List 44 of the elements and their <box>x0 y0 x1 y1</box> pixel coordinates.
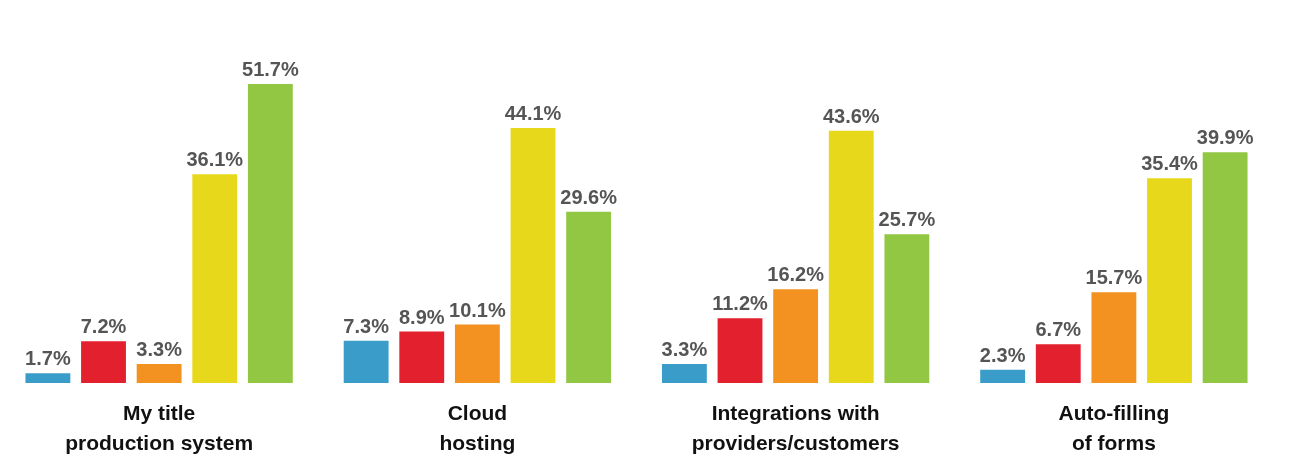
data-label: 35.4% <box>1141 152 1199 175</box>
bar <box>510 127 556 383</box>
data-label: 10.1% <box>449 298 506 321</box>
bar <box>980 369 1026 383</box>
data-label: 39.9% <box>1196 126 1254 149</box>
data-label: 36.1% <box>186 148 244 171</box>
data-label: 7.3% <box>343 314 390 337</box>
bar <box>25 373 71 383</box>
bar <box>1035 344 1081 383</box>
data-label: 44.1% <box>504 101 562 124</box>
x-tick-label: Auto-filling of forms <box>1058 400 1170 454</box>
bar <box>773 289 819 383</box>
x-tick-label: Cloud hosting <box>439 400 516 454</box>
bar <box>136 363 182 383</box>
bar <box>81 341 126 383</box>
data-label: 51.7% <box>242 58 299 80</box>
x-tick-label: My title production system <box>65 400 254 454</box>
data-label: 3.3% <box>661 337 708 360</box>
bar <box>399 331 445 383</box>
bar <box>343 340 389 383</box>
data-label: 2.3% <box>979 343 1026 366</box>
data-label: 29.6% <box>560 185 618 208</box>
data-label: 43.6% <box>822 104 880 127</box>
data-label: 6.7% <box>1035 318 1082 341</box>
data-label: 8.9% <box>398 305 445 328</box>
bar <box>454 324 500 383</box>
bar <box>717 318 763 383</box>
bar <box>828 130 874 383</box>
data-label: 15.7% <box>1085 266 1143 289</box>
bar <box>247 84 293 383</box>
bar <box>1091 292 1137 383</box>
bar <box>1147 178 1192 383</box>
data-label: 16.2% <box>767 263 825 286</box>
x-tick-label: Integrations with providers/customers <box>691 400 900 454</box>
data-label: 7.2% <box>80 315 127 338</box>
bar <box>661 363 707 383</box>
data-label: 1.7% <box>25 347 71 370</box>
bar <box>1202 152 1248 383</box>
data-label: 25.7% <box>878 208 936 231</box>
bar <box>192 174 238 383</box>
bar <box>566 211 612 383</box>
bar <box>884 234 930 383</box>
data-label: 11.2% <box>712 292 769 315</box>
data-label: 3.3% <box>136 337 183 360</box>
